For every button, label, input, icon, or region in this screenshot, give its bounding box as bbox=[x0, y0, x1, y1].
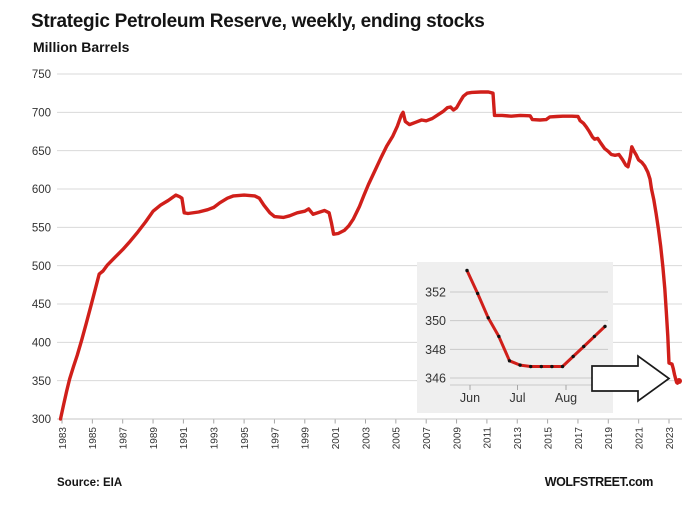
y-axis-labels: 300 350 400 450 500 550 600 650 700 750 bbox=[32, 69, 51, 426]
x-tick-label: 2019 bbox=[604, 427, 615, 450]
inset-marker-dot bbox=[582, 344, 586, 349]
y-tick-label: 600 bbox=[32, 184, 51, 196]
chart-title: Strategic Petroleum Reserve, weekly, end… bbox=[31, 11, 485, 32]
x-tick-label: 1993 bbox=[210, 427, 221, 450]
y-tick-label: 650 bbox=[32, 146, 51, 158]
right-arrow-annotation bbox=[591, 354, 671, 403]
inset-y-tick-label: 346 bbox=[425, 371, 446, 385]
x-tick-label: 2021 bbox=[634, 427, 645, 450]
x-tick-label: 2003 bbox=[361, 427, 372, 450]
inset-line bbox=[465, 269, 607, 368]
inset-marker-dot bbox=[528, 364, 533, 369]
x-tick-label: 2001 bbox=[331, 427, 342, 450]
x-tick-label: 2007 bbox=[422, 427, 433, 450]
spr-line bbox=[58, 90, 681, 421]
inset-marker-dot bbox=[507, 359, 512, 363]
inset-marker-dot bbox=[497, 334, 501, 339]
inset-y-labels: 346 348 350 352 bbox=[425, 286, 446, 386]
y-tick-label: 400 bbox=[32, 337, 51, 349]
x-tick-label: 2009 bbox=[452, 427, 463, 450]
x-tick-label: 1985 bbox=[88, 427, 99, 450]
chart-y-axis-title: Million Barrels bbox=[33, 39, 130, 55]
x-tick-label: 2011 bbox=[483, 427, 494, 449]
x-axis-labels: 1983 1985 1987 1989 1991 1993 1995 1997 1999 2001… bbox=[58, 427, 676, 450]
x-tick-label: 1997 bbox=[270, 427, 281, 450]
inset-y-tick-label: 348 bbox=[425, 343, 446, 357]
y-tick-label: 700 bbox=[32, 107, 51, 119]
y-tick-label: 550 bbox=[32, 222, 51, 234]
inset-marker-dot bbox=[486, 316, 490, 320]
inset-marker-dot bbox=[592, 334, 597, 339]
inset-marker-dot bbox=[603, 324, 607, 329]
x-tick-label: 1983 bbox=[58, 427, 69, 450]
inset-marker-dot bbox=[465, 268, 469, 273]
inset-marker-dot bbox=[475, 291, 480, 296]
source-label: Source: EIA bbox=[57, 477, 123, 489]
x-tick-label: 2013 bbox=[513, 427, 524, 450]
inset-markers bbox=[465, 268, 607, 369]
x-axis-ticks bbox=[61, 419, 670, 424]
inset-month-label: Aug bbox=[555, 391, 577, 405]
inset-y-tick-label: 352 bbox=[425, 286, 446, 300]
inset-month-label: Jun bbox=[460, 391, 480, 405]
x-tick-label: 1987 bbox=[119, 427, 130, 450]
x-tick-label: 2023 bbox=[665, 427, 676, 450]
y-tick-label: 450 bbox=[32, 299, 51, 311]
spr-line-end-dot bbox=[676, 377, 683, 384]
x-tick-label: 1995 bbox=[240, 427, 251, 450]
y-tick-label: 750 bbox=[32, 69, 51, 81]
inset-marker-dot bbox=[560, 364, 565, 369]
y-tick-label: 300 bbox=[32, 414, 51, 426]
inset-y-tick-label: 350 bbox=[425, 314, 446, 328]
inset-chart: 346 348 350 352 Jun Jul Aug bbox=[417, 262, 613, 413]
watermark-label: WOLFSTREET.com bbox=[544, 475, 654, 489]
inset-marker-dot bbox=[550, 364, 554, 369]
x-tick-label: 2015 bbox=[543, 427, 554, 450]
inset-marker-dot bbox=[518, 363, 522, 367]
y-tick-label: 500 bbox=[32, 261, 51, 273]
inset-month-label: Jul bbox=[510, 391, 526, 405]
x-tick-label: 1991 bbox=[179, 427, 190, 450]
x-tick-label: 2017 bbox=[574, 427, 585, 450]
inset-marker-dot bbox=[539, 364, 544, 369]
inset-month-labels: Jun Jul Aug bbox=[460, 391, 577, 405]
y-tick-label: 350 bbox=[32, 376, 51, 388]
x-tick-label: 2005 bbox=[392, 427, 403, 450]
x-tick-label: 1989 bbox=[149, 427, 160, 450]
inset-panel bbox=[417, 262, 613, 413]
x-tick-label: 1999 bbox=[301, 427, 312, 450]
inset-marker-dot bbox=[571, 354, 575, 359]
